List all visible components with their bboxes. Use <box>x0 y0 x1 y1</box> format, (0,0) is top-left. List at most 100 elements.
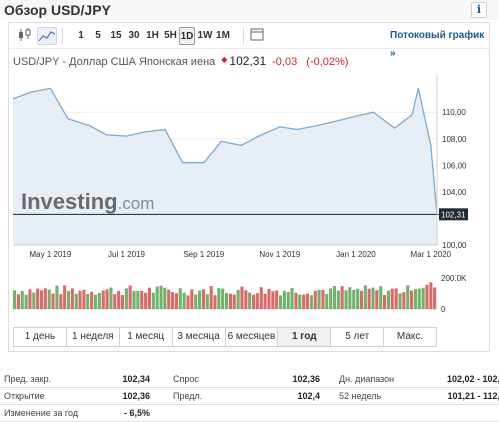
interval-5h[interactable]: 5H <box>164 30 177 41</box>
volume-bar <box>383 295 387 309</box>
volume-bar <box>344 290 348 309</box>
interval-1[interactable]: 1 <box>78 30 84 41</box>
volume-bar <box>147 287 151 309</box>
range-tab[interactable]: 5 лет <box>331 328 385 346</box>
quote-line: USD/JPY - Доллар США Японская иена ◆ 102,3… <box>13 54 348 68</box>
price-series-line <box>12 87 438 215</box>
volume-bar <box>105 289 109 309</box>
volume-bar <box>340 286 344 309</box>
y-tick-label: 110,00 <box>442 108 466 117</box>
price-chart[interactable]: 110,00 108,00 106,00 104,00 100,00 102,31 May… <box>9 73 489 323</box>
range-tab[interactable]: 1 неделя <box>67 328 120 346</box>
volume-bar <box>194 294 198 309</box>
volume-bar <box>221 288 225 309</box>
volume-bar <box>82 289 86 309</box>
stat-value: 102,36 <box>292 374 320 384</box>
info-icon[interactable]: i <box>471 2 487 18</box>
volume-bar <box>394 288 398 309</box>
interval-5[interactable]: 5 <box>95 30 101 41</box>
volume-bar <box>101 290 105 309</box>
volume-bar <box>70 288 74 309</box>
volume-bar <box>244 290 248 309</box>
volume-bar <box>159 285 163 309</box>
volume-bar <box>36 288 40 309</box>
interval-1m[interactable]: 1M <box>216 30 230 41</box>
price-marker-icon: ◆ <box>221 55 228 64</box>
volume-bar <box>236 289 240 309</box>
calendar-icon[interactable] <box>247 27 267 45</box>
page-header: Обзор USD/JPY i <box>0 0 499 20</box>
range-tab[interactable]: 1 год <box>278 328 332 346</box>
x-tick-label: Sep 1 2019 <box>183 250 224 259</box>
volume-bar <box>417 288 421 309</box>
range-tab[interactable]: 3 месяца <box>173 328 226 346</box>
interval-30[interactable]: 30 <box>128 30 140 41</box>
volume-bar <box>421 287 425 309</box>
streaming-chart-link[interactable]: Потоковый график » <box>390 30 485 59</box>
volume-bar <box>232 294 236 309</box>
volume-bar <box>28 289 32 309</box>
investing-watermark: Investing.com <box>21 189 154 214</box>
volume-bar <box>413 289 417 309</box>
volume-bar <box>294 292 298 309</box>
stat-label: Изменение за год <box>4 408 79 418</box>
volume-bar <box>363 285 367 309</box>
interval-1w[interactable]: 1W <box>197 30 213 41</box>
y-tick-label: 104,00 <box>442 188 467 197</box>
volume-bar <box>120 295 124 309</box>
range-tab[interactable]: 1 день <box>14 328 67 346</box>
range-tab[interactable]: Макс. <box>396 331 424 342</box>
volume-bar <box>425 284 429 309</box>
page-title: Обзор USD/JPY <box>4 2 111 18</box>
stat-value: 102,02 - 102,43 <box>446 374 499 384</box>
candlestick-icon[interactable] <box>15 27 35 45</box>
toolbar-divider <box>243 28 244 44</box>
volume-bar <box>182 292 186 309</box>
stats-row: Открытие 102,36 Предл. 102,4 52 недель 101,21… <box>0 388 499 405</box>
stat-label: Открытие <box>4 391 45 401</box>
volume-bar <box>93 294 97 309</box>
x-tick-label: May 1 2019 <box>30 250 72 259</box>
volume-bar <box>40 290 44 309</box>
stat-value: - 6,5% <box>123 408 150 418</box>
volume-bar <box>51 293 55 309</box>
range-tab[interactable]: 1 месяц <box>120 328 173 346</box>
interval-1h[interactable]: 1H <box>146 30 159 41</box>
volume-zero-label: 0 <box>441 305 446 314</box>
volume-bar <box>124 288 128 309</box>
interval-15[interactable]: 15 <box>110 30 122 41</box>
volume-bar <box>282 290 286 309</box>
stat-label: Предл. <box>173 391 203 401</box>
area-chart-icon[interactable] <box>37 27 57 45</box>
volume-bar <box>67 291 71 309</box>
stat-value: 101,21 - 112,41 <box>447 391 499 401</box>
stat-label: 52 недель <box>339 391 382 401</box>
volume-bar <box>406 285 410 309</box>
volume-bar <box>163 287 167 309</box>
volume-bar <box>24 294 28 309</box>
x-tick-label: Jan 1 2020 <box>336 250 376 259</box>
stat-value: 102,36 <box>122 391 150 401</box>
volume-bar <box>228 293 232 309</box>
stat-label: Спрос <box>173 374 199 384</box>
interval-1d[interactable]: 1D <box>179 27 195 45</box>
volume-bar <box>171 292 175 309</box>
stat-label: Пред. закр. <box>4 374 52 384</box>
volume-bar <box>267 288 271 309</box>
volume-bar <box>90 291 94 309</box>
volume-bar <box>255 293 259 309</box>
stats-row: Пред. закр. 102,34 Спрос 102,36 Дн. диапазон… <box>0 371 499 388</box>
volume-bar <box>178 288 182 309</box>
volume-bar <box>209 286 213 309</box>
y-tick-label: 100,00 <box>442 241 467 250</box>
volume-bar <box>356 288 360 309</box>
volume-bar <box>279 295 283 309</box>
volume-bar <box>390 288 394 309</box>
x-tick-label: Jul 1 2019 <box>108 250 145 259</box>
range-tab[interactable]: 6 месяцев <box>226 328 279 346</box>
volume-bar <box>386 290 390 309</box>
volume-bar <box>352 289 356 309</box>
volume-bar <box>367 288 371 309</box>
price-change: -0,03 <box>272 56 298 68</box>
x-tick-label: Nov 1 2019 <box>259 250 300 259</box>
